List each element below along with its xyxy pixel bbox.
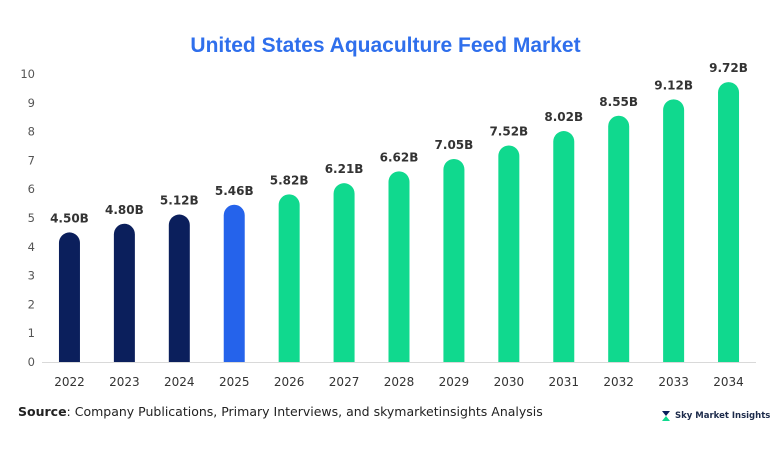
y-tick-label: 2 [28, 297, 35, 311]
data-label: 7.52B [489, 124, 528, 138]
bars [58, 82, 740, 363]
bar-2029 [443, 158, 465, 362]
bar-2030 [498, 145, 520, 362]
data-labels: 4.50B 4.80B 5.12B 5.46B 5.82B 6.21B 6.62B 7.05B… [50, 61, 748, 225]
bar-2027 [333, 183, 355, 362]
data-label: 7.05B [435, 138, 474, 152]
y-tick-label: 9 [28, 96, 35, 110]
x-tick-label: 2031 [548, 375, 579, 389]
bar-2026 [278, 194, 300, 362]
y-tick-label: 4 [28, 240, 35, 254]
x-tick-label: 2032 [603, 375, 634, 389]
y-tick-label: 6 [28, 182, 35, 196]
x-tick-label: 2025 [219, 375, 250, 389]
data-label: 9.12B [654, 78, 693, 92]
bar-2034 [718, 82, 740, 363]
x-tick-label: 2023 [109, 375, 140, 389]
x-tick-label: 2030 [494, 375, 525, 389]
data-label: 8.55B [599, 95, 638, 109]
bar-2025 [223, 204, 245, 362]
x-tick-label: 2026 [274, 375, 305, 389]
data-label: 5.82B [270, 173, 309, 187]
x-tick-label: 2028 [384, 375, 415, 389]
bar-2022 [58, 232, 80, 362]
data-label: 6.62B [380, 150, 419, 164]
y-tick-label: 10 [20, 67, 35, 81]
chart-title: United States Aquaculture Feed Market [190, 34, 581, 57]
data-label: 9.72B [709, 61, 748, 75]
x-tick-label: 2034 [713, 375, 744, 389]
bar-2032 [608, 115, 630, 362]
bar-2024 [168, 214, 190, 362]
y-axis: 0 1 2 3 4 5 6 7 8 9 10 [20, 67, 35, 369]
x-tick-label: 2029 [439, 375, 470, 389]
x-tick-label: 2027 [329, 375, 360, 389]
y-tick-label: 7 [28, 153, 35, 167]
x-axis: 2022 2023 2024 2025 2026 2027 2028 2029 2030 2031… [42, 362, 756, 389]
y-tick-label: 8 [28, 125, 35, 139]
brand-name: Sky Market Insights [675, 411, 771, 421]
y-tick-label: 3 [28, 269, 35, 283]
x-tick-label: 2022 [54, 375, 85, 389]
y-tick-label: 5 [28, 211, 35, 225]
sky-market-insights-logo-icon [662, 411, 670, 421]
bar-2031 [553, 131, 575, 362]
data-label: 6.21B [325, 162, 364, 176]
source-text: : Company Publications, Primary Intervie… [66, 404, 543, 419]
bar-2028 [388, 171, 410, 362]
y-tick-label: 1 [28, 326, 35, 340]
source-line: Source: Company Publications, Primary In… [18, 404, 543, 419]
x-tick-label: 2024 [164, 375, 195, 389]
data-label: 4.50B [50, 211, 89, 225]
source-label: Source [18, 404, 67, 419]
bar-2033 [663, 99, 685, 363]
bar-chart: 0 1 2 3 4 5 6 7 8 9 10 4.50B 4.80B 5.12B 5.46B 5.82B 6.… [20, 61, 756, 389]
data-label: 5.46B [215, 184, 254, 198]
x-tick-label: 2033 [658, 375, 689, 389]
bar-2023 [113, 223, 135, 362]
brand-logo: Sky Market Insights [660, 410, 770, 422]
data-label: 8.02B [544, 110, 583, 124]
data-label: 5.12B [160, 194, 199, 208]
data-label: 4.80B [105, 203, 144, 217]
y-tick-label: 0 [28, 355, 35, 369]
